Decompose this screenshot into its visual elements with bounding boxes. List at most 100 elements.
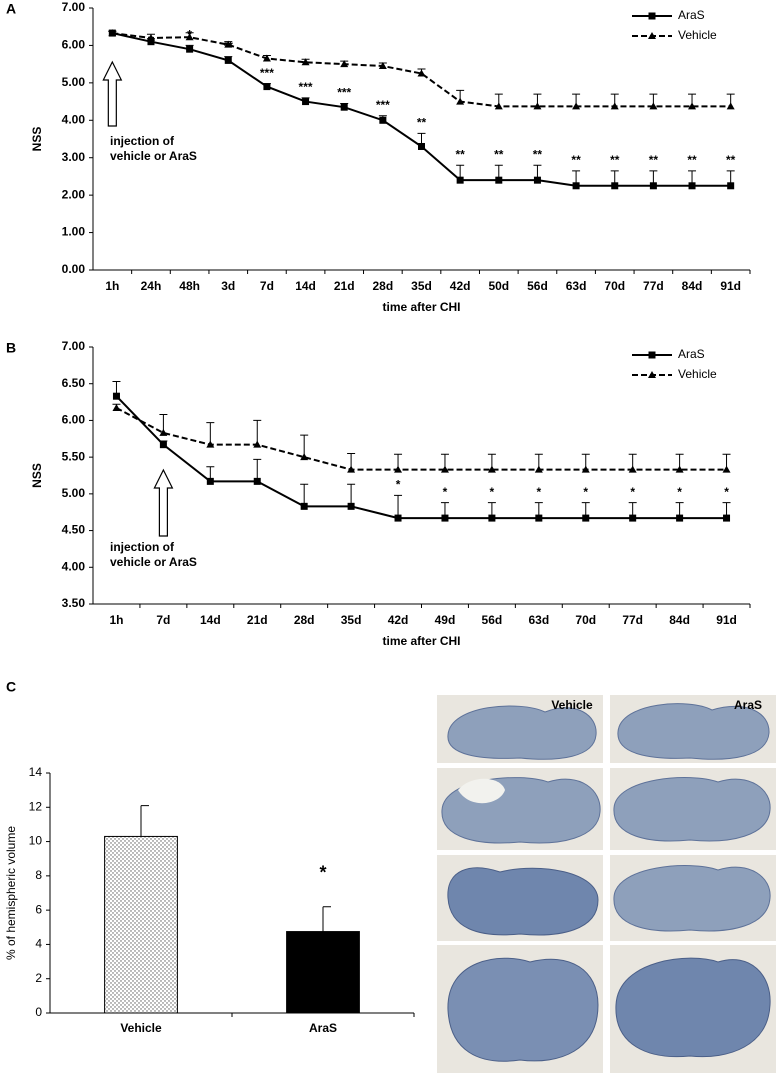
y-tick-label: 6.00 [62,413,86,427]
image [610,695,776,763]
y-axis-title: % of hemispheric volume [4,826,18,960]
marker [534,465,543,473]
error-bar [347,483,356,507]
significance-label: *** [376,98,390,112]
legend-marker [648,12,656,20]
significance-label: * [677,485,682,499]
marker [378,62,387,70]
significance-label: ** [224,39,234,53]
y-tick-label: 7.00 [62,339,86,353]
x-tick-label: 21d [247,613,268,627]
x-axis-title: time after CHI [382,300,460,314]
significance-label: *** [337,86,351,100]
y-tick-label: 2 [35,971,42,985]
x-tick-label: 35d [341,613,362,627]
marker [629,514,637,522]
x-tick-label: 42d [450,279,471,293]
error-bar [394,494,403,519]
marker [676,514,684,522]
marker [302,98,310,106]
significance-label: * [536,485,541,499]
x-tick-label: 42d [388,613,409,627]
x-tick-label: 56d [527,279,548,293]
legend-marker [648,371,656,378]
x-tick-label: 35d [411,279,432,293]
marker [649,102,658,110]
marker [494,102,503,110]
arrow [102,60,123,127]
error-bar [140,805,149,837]
x-tick-label: 49d [435,613,456,627]
y-axis-title: NSS [30,463,44,488]
y-tick-label: 7.00 [62,0,86,14]
marker [726,102,735,110]
image [610,768,776,850]
y-tick-label: 0 [35,1005,42,1019]
x-tick-label: 70d [575,613,596,627]
annotation: vehicle or AraS [110,149,197,163]
error-bar [300,483,309,507]
marker [206,477,214,485]
arrow [153,468,174,537]
significance-label: ** [494,147,504,161]
series-line [112,32,731,187]
y-tick-label: 5.00 [62,486,86,500]
legend-marker [648,351,656,359]
annotation: injection of [110,540,175,554]
panel-label: C [6,679,16,695]
significance-label: * [319,862,326,882]
image-column-label: AraS [734,698,762,712]
bar [104,835,178,1014]
x-tick-label: 14d [200,613,221,627]
x-tick-label: 63d [528,613,549,627]
marker [112,392,120,400]
x-tick-label: 91d [720,279,741,293]
marker [394,514,402,522]
significance-label: * [724,485,729,499]
marker [533,176,541,184]
y-tick-label: 14 [29,765,43,779]
chart-panel: B NSS time after CHI 3.50 4.00 4.50 5.00 5.50 6.… [6,339,751,648]
y-tick-label: 6 [35,902,42,916]
marker [572,102,581,110]
y-tick-label: 3.50 [62,596,86,610]
x-tick-label: 50d [488,279,509,293]
legend-label: AraS [678,347,705,361]
significance-label: ** [610,153,620,167]
legend-label: Vehicle [678,28,717,42]
significance-label: ** [649,153,659,167]
marker [456,176,464,184]
x-tick-label: 70d [604,279,625,293]
significance-label: ** [726,153,736,167]
marker [379,116,387,124]
marker [488,514,496,522]
marker [147,38,155,46]
x-tick-label: 91d [716,613,737,627]
x-tick-label: 63d [566,279,587,293]
bar [286,931,360,1014]
chart-panel: C % of hemispheric volume 0 2 4 6 8 10 12 14 Vehic… [4,679,415,1035]
marker [186,45,194,53]
marker [456,97,465,105]
marker [112,403,121,411]
y-axis-title: NSS [30,127,44,152]
significance-label: ** [533,147,543,161]
marker [253,440,262,448]
x-tick-label: 24h [141,279,162,293]
panel-label: B [6,340,16,356]
marker [418,142,425,150]
x-tick-label: 21d [334,279,355,293]
significance-label: * [490,485,495,499]
marker [224,40,233,48]
x-tick-label: 77d [643,279,664,293]
marker [649,182,657,190]
significance-label: * [396,477,401,491]
marker [417,69,426,77]
y-tick-label: 0.00 [62,262,86,276]
y-tick-label: 6.00 [62,38,86,52]
y-tick-label: 6.50 [62,376,86,390]
significance-label: ** [417,116,427,130]
marker [582,514,590,522]
